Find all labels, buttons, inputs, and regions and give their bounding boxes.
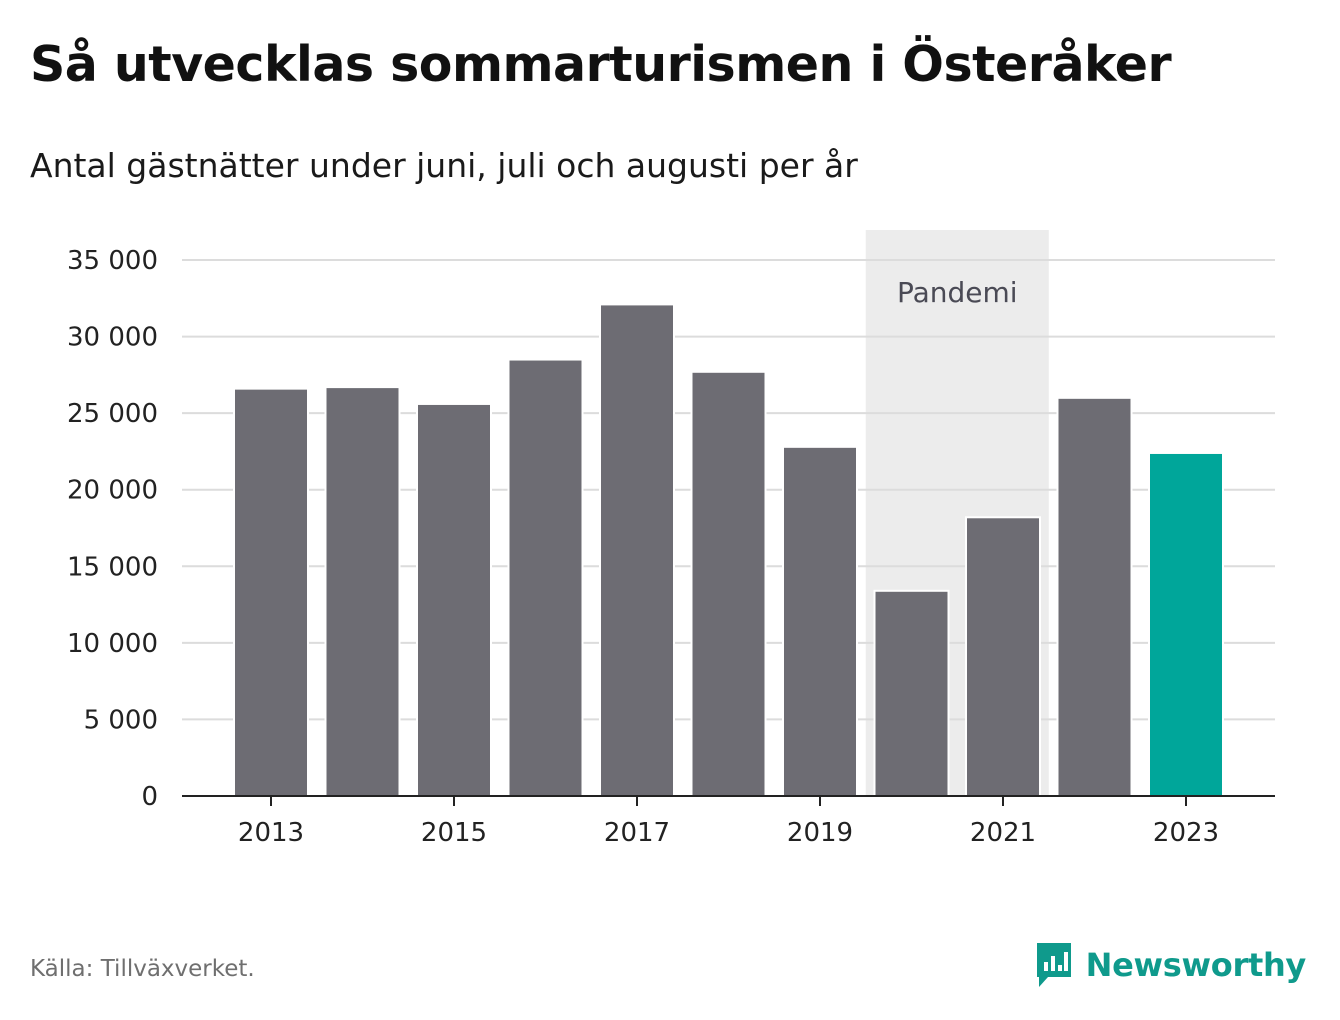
x-tick-label: 2019 [787, 818, 853, 848]
source-note: Källa: Tillväxverket. [30, 956, 255, 982]
bar-2014 [324, 386, 401, 797]
bar-2023 [1148, 451, 1224, 797]
bar-2021 [965, 516, 1041, 798]
y-tick-label: 0 [141, 782, 158, 812]
y-tick-label: 5 000 [84, 705, 158, 735]
bar-2017 [599, 303, 675, 797]
x-tick-label: 2015 [421, 818, 487, 848]
y-tick-label: 35 000 [67, 246, 158, 276]
y-tick-label: 30 000 [67, 323, 158, 353]
brand-name: Newsworthy [1085, 946, 1307, 984]
y-tick-label: 15 000 [67, 552, 158, 582]
y-tick-label: 20 000 [67, 476, 158, 506]
y-tick-label: 10 000 [67, 629, 158, 659]
bar-2015 [416, 402, 492, 797]
bar-2020 [873, 589, 950, 797]
brand-logo: Newsworthy [1034, 940, 1306, 990]
bar-2019 [782, 445, 858, 797]
bar-2016 [507, 358, 584, 797]
bar-2013 [233, 387, 309, 797]
chart-subtitle: Antal gästnätter under juni, juli och au… [30, 146, 858, 185]
x-tick-label: 2023 [1153, 818, 1219, 848]
y-tick-label: 25 000 [67, 399, 158, 429]
bar-2018 [690, 370, 767, 797]
newsworthy-logo-icon [1036, 943, 1071, 987]
x-tick-label: 2021 [970, 818, 1036, 848]
pandemic-band-label: Pandemi [897, 276, 1018, 309]
bar-2022 [1056, 396, 1133, 797]
x-tick-label: 2017 [604, 818, 670, 848]
bar-chart: Pandemi 0 5 000 10 000 15 000 20 000 25 000 30… [67, 230, 1275, 848]
x-tick-label: 2013 [238, 818, 304, 848]
chart-title: Så utvecklas sommarturismen i Österåker [30, 36, 1172, 93]
axis-layer: 2013 2015 2017 2019 2021 2023 [182, 795, 1275, 848]
bar-layer [233, 303, 1224, 798]
